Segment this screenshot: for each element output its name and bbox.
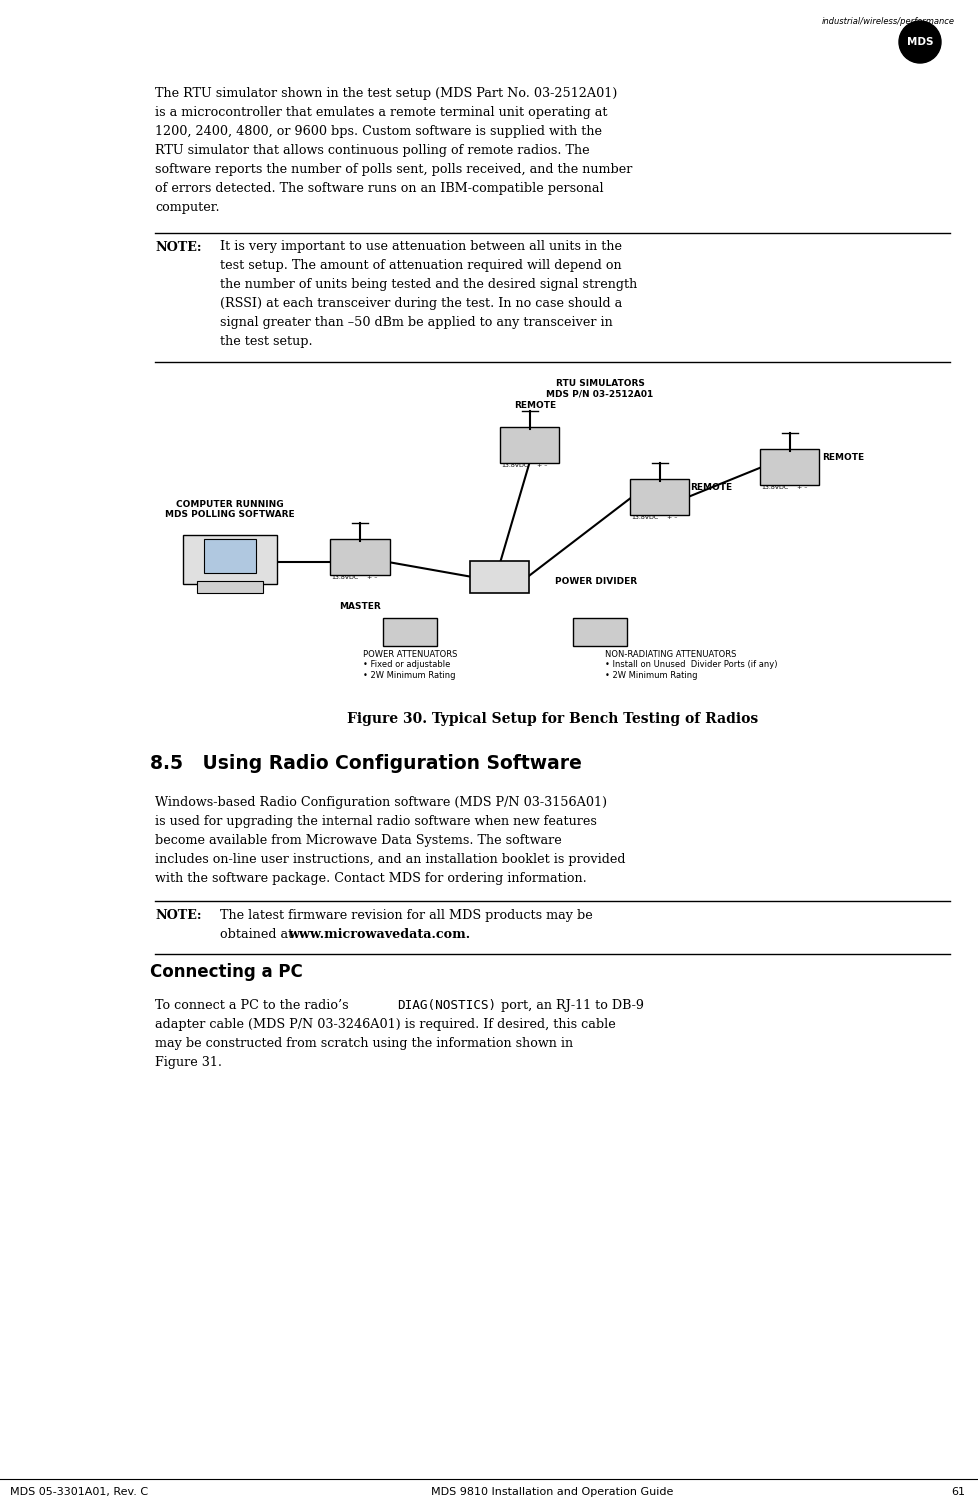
Text: 13.8VDC: 13.8VDC: [501, 464, 528, 468]
Text: the test setup.: the test setup.: [220, 336, 312, 348]
Text: + –: + –: [796, 485, 807, 491]
Text: NOTE:: NOTE:: [155, 909, 201, 923]
FancyBboxPatch shape: [197, 581, 263, 593]
Text: POWER DIVIDER: POWER DIVIDER: [555, 578, 637, 587]
Text: test setup. The amount of attenuation required will depend on: test setup. The amount of attenuation re…: [220, 259, 621, 272]
Text: become available from Microwave Data Systems. The software: become available from Microwave Data Sys…: [155, 834, 561, 847]
Text: + –: + –: [536, 464, 547, 468]
Text: 13.8VDC: 13.8VDC: [761, 485, 788, 491]
FancyBboxPatch shape: [183, 534, 277, 584]
Text: MDS: MDS: [906, 38, 932, 47]
Text: Figure 31.: Figure 31.: [155, 1057, 222, 1069]
Text: is used for upgrading the internal radio software when new features: is used for upgrading the internal radio…: [155, 816, 597, 828]
Text: includes on-line user instructions, and an installation booklet is provided: includes on-line user instructions, and …: [155, 853, 625, 865]
Text: with the software package. Contact MDS for ordering information.: with the software package. Contact MDS f…: [155, 871, 586, 885]
Text: + –: + –: [666, 515, 677, 521]
Text: REMOTE: REMOTE: [513, 400, 556, 409]
Text: of errors detected. The software runs on an IBM-compatible personal: of errors detected. The software runs on…: [155, 182, 603, 196]
Text: The latest firmware revision for all MDS products may be: The latest firmware revision for all MDS…: [220, 909, 592, 923]
Text: NON-RADIATING ATTENUATORS
• Install on Unused  Divider Ports (if any)
• 2W Minim: NON-RADIATING ATTENUATORS • Install on U…: [604, 650, 777, 680]
Text: computer.: computer.: [155, 202, 219, 214]
FancyBboxPatch shape: [500, 427, 559, 464]
Text: Figure 30. Typical Setup for Bench Testing of Radios: Figure 30. Typical Setup for Bench Testi…: [346, 712, 757, 725]
Text: REMOTE: REMOTE: [822, 453, 864, 462]
Text: may be constructed from scratch using the information shown in: may be constructed from scratch using th…: [155, 1037, 572, 1050]
Text: RTU SIMULATORS
MDS P/N 03-2512A01: RTU SIMULATORS MDS P/N 03-2512A01: [546, 379, 653, 399]
Text: MDS 9810 Installation and Operation Guide: MDS 9810 Installation and Operation Guid…: [431, 1487, 673, 1497]
Text: signal greater than –50 dBm be applied to any transceiver in: signal greater than –50 dBm be applied t…: [220, 316, 612, 330]
Text: the number of units being tested and the desired signal strength: the number of units being tested and the…: [220, 278, 637, 290]
FancyBboxPatch shape: [760, 448, 819, 485]
Text: 13.8VDC: 13.8VDC: [631, 515, 658, 521]
Text: adapter cable (MDS P/N 03-3246A01) is required. If desired, this cable: adapter cable (MDS P/N 03-3246A01) is re…: [155, 1017, 615, 1031]
Text: port, an RJ-11 to DB-9: port, an RJ-11 to DB-9: [497, 999, 644, 1011]
Text: (RSSI) at each transceiver during the test. In no case should a: (RSSI) at each transceiver during the te…: [220, 296, 622, 310]
FancyBboxPatch shape: [382, 619, 436, 646]
Text: 8.5   Using Radio Configuration Software: 8.5 Using Radio Configuration Software: [150, 754, 581, 774]
Text: RTU simulator that allows continuous polling of remote radios. The: RTU simulator that allows continuous pol…: [155, 144, 589, 157]
Text: obtained at: obtained at: [220, 929, 297, 941]
Text: www.microwavedata.com.: www.microwavedata.com.: [288, 929, 469, 941]
FancyBboxPatch shape: [572, 619, 626, 646]
Text: 1200, 2400, 4800, or 9600 bps. Custom software is supplied with the: 1200, 2400, 4800, or 9600 bps. Custom so…: [155, 125, 601, 138]
Text: COMPUTER RUNNING
MDS POLLING SOFTWARE: COMPUTER RUNNING MDS POLLING SOFTWARE: [165, 500, 294, 519]
Text: Windows-based Radio Configuration software (MDS P/N 03-3156A01): Windows-based Radio Configuration softwa…: [155, 796, 606, 810]
Text: It is very important to use attenuation between all units in the: It is very important to use attenuation …: [220, 239, 621, 253]
Text: Connecting a PC: Connecting a PC: [150, 963, 302, 981]
Text: is a microcontroller that emulates a remote terminal unit operating at: is a microcontroller that emulates a rem…: [155, 105, 607, 119]
Circle shape: [898, 21, 940, 63]
FancyBboxPatch shape: [145, 367, 959, 707]
FancyBboxPatch shape: [203, 539, 255, 573]
FancyBboxPatch shape: [630, 479, 689, 515]
Text: MASTER: MASTER: [338, 602, 380, 611]
Text: MDS 05-3301A01, Rev. C: MDS 05-3301A01, Rev. C: [10, 1487, 148, 1497]
Text: NOTE:: NOTE:: [155, 241, 201, 254]
Text: software reports the number of polls sent, polls received, and the number: software reports the number of polls sen…: [155, 163, 632, 176]
Text: 61: 61: [950, 1487, 964, 1497]
Text: industrial/wireless/performance: industrial/wireless/performance: [822, 17, 954, 26]
FancyBboxPatch shape: [470, 561, 529, 593]
Text: 13.8VDC: 13.8VDC: [331, 575, 358, 579]
Text: The RTU simulator shown in the test setup (MDS Part No. 03-2512A01): The RTU simulator shown in the test setu…: [155, 87, 617, 99]
FancyBboxPatch shape: [331, 539, 389, 575]
Text: To connect a PC to the radio’s: To connect a PC to the radio’s: [155, 999, 352, 1011]
Text: REMOTE: REMOTE: [689, 483, 732, 492]
Text: POWER ATTENUATORS
• Fixed or adjustable
• 2W Minimum Rating: POWER ATTENUATORS • Fixed or adjustable …: [363, 650, 457, 680]
Text: + –: + –: [367, 575, 377, 579]
Text: DIAG(NOSTICS): DIAG(NOSTICS): [397, 999, 496, 1011]
